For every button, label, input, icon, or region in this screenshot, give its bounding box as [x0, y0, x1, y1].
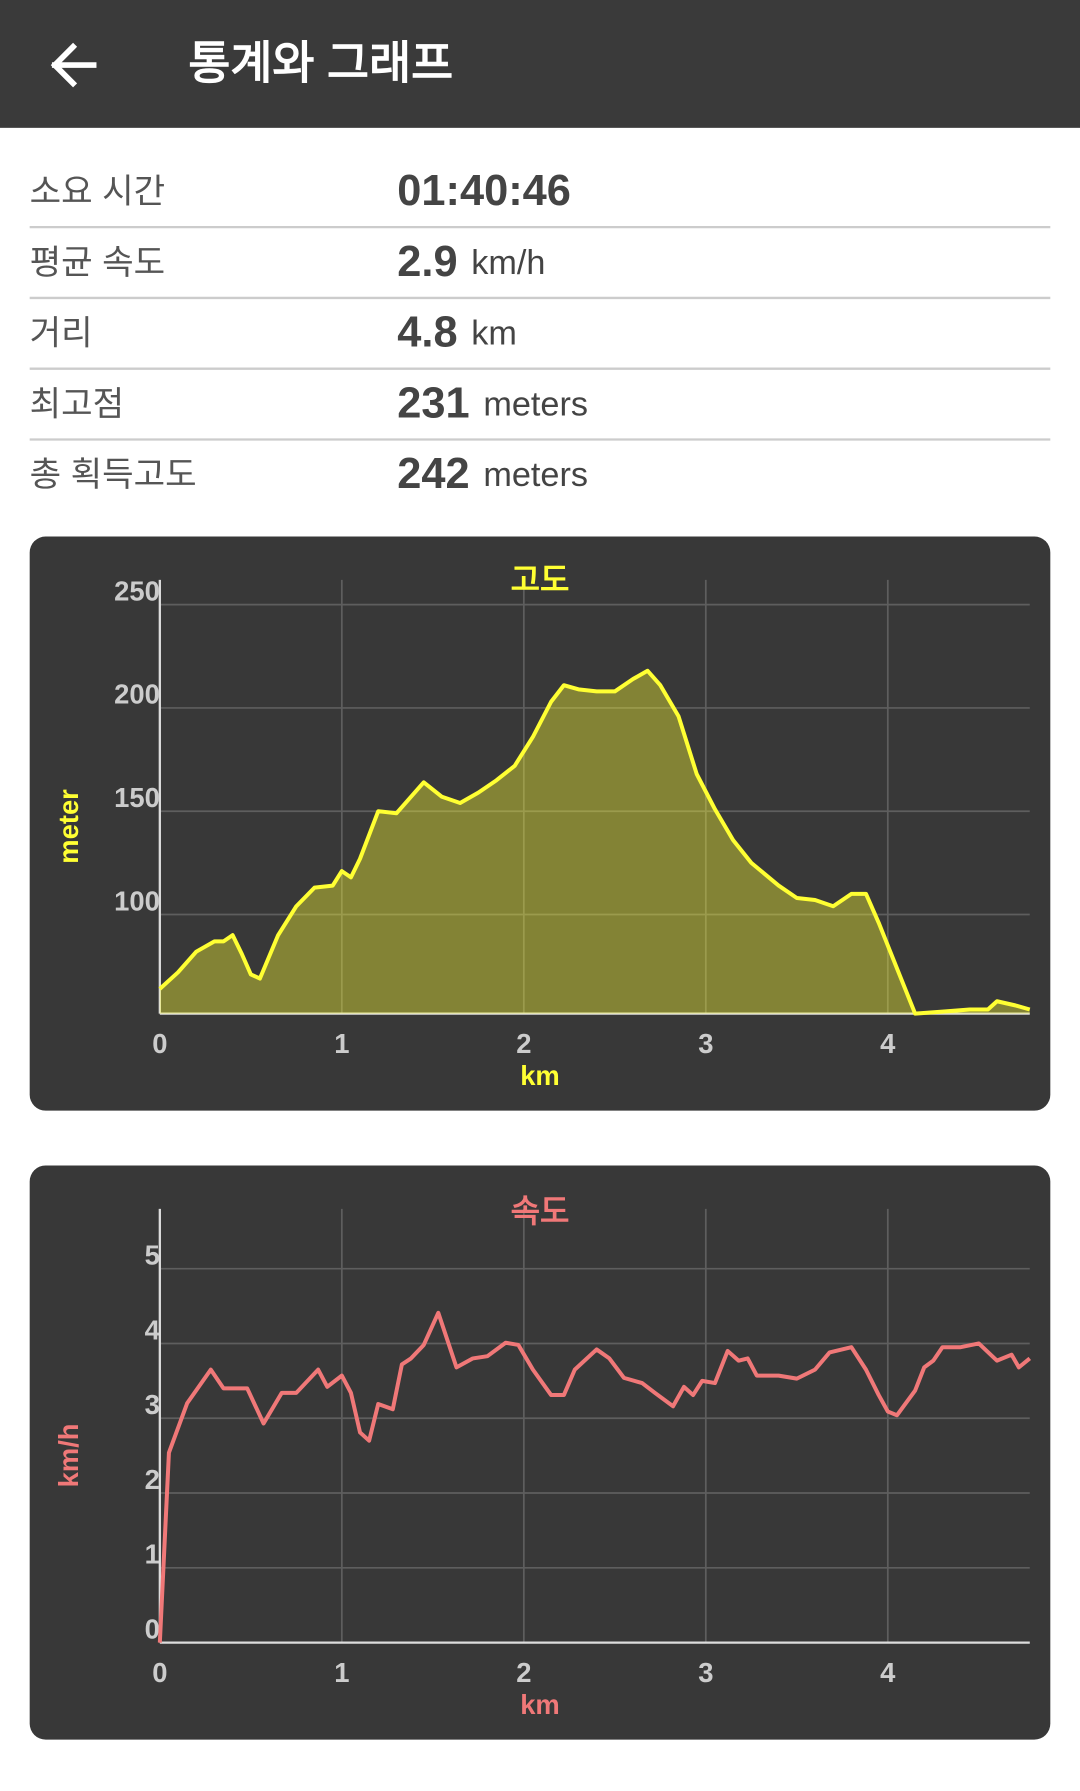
stat-number: 4.8 [397, 309, 457, 357]
chart: 100 150 200 250 0 1 2 3 4 고도 km meter [29, 536, 1051, 1111]
x-tick-label: 4 [880, 1657, 896, 1688]
chart: 0 1 2 3 4 5 0 1 2 3 4 속도 km km/h [29, 1165, 1051, 1740]
y-tick-label: 3 [145, 1389, 160, 1420]
x-axis-title: km [520, 1689, 560, 1720]
y-tick-label: 2 [145, 1464, 160, 1495]
stats-table: 소요 시간 01:40:46 평균 속도 2.9 km/h 거리 4.8 km 최고점 231 me… [30, 168, 1051, 499]
chart-panel [29, 1165, 1051, 1740]
y-tick-label: 150 [114, 782, 160, 813]
stat-number: 231 [397, 380, 469, 428]
stat-value: 01:40:46 [397, 168, 571, 216]
chart-title: 속도 [511, 1193, 570, 1229]
stat-label: 거리 [30, 315, 93, 353]
back-button[interactable] [50, 42, 97, 88]
stat-label: 소요 시간 [30, 173, 166, 211]
charts: 100 150 200 250 0 1 2 3 4 고도 km meter 0 1 2 3 4 5 0 1 2 3 4 속도 k… [29, 536, 1051, 1740]
stat-number: 2.9 [397, 238, 457, 286]
x-tick-label: 3 [698, 1028, 713, 1059]
stat-label: 평균 속도 [30, 244, 166, 282]
stat-value: 231 meters [397, 380, 588, 428]
y-tick-label: 100 [114, 885, 160, 916]
y-tick-label: 200 [114, 679, 160, 710]
x-tick-label: 3 [698, 1657, 713, 1688]
stat-label: 총 획득고도 [30, 456, 197, 494]
x-tick-label: 1 [334, 1657, 349, 1688]
y-axis-title: km/h [53, 1423, 84, 1487]
x-axis-title: km [520, 1060, 560, 1091]
x-tick-label: 1 [334, 1028, 349, 1059]
x-tick-label: 0 [152, 1657, 167, 1688]
stat-value: 2.9 km/h [397, 238, 545, 286]
x-tick-label: 0 [152, 1028, 167, 1059]
chart-title: 고도 [511, 562, 570, 598]
app-bar [0, 0, 1080, 128]
stat-label: 최고점 [30, 385, 125, 423]
data-line [157, 1310, 1032, 1643]
y-tick-label: 1 [145, 1539, 160, 1570]
stat-unit: km [471, 315, 517, 353]
chart-panel [29, 536, 1051, 1111]
data-line [158, 668, 1031, 1016]
y-tick-label: 0 [145, 1613, 160, 1644]
stat-number: 01:40:46 [397, 168, 571, 216]
y-tick-label: 4 [145, 1314, 161, 1345]
stat-number: 242 [397, 451, 469, 499]
y-axis-title: meter [53, 789, 84, 864]
stat-unit: meters [483, 385, 588, 423]
y-tick-label: 5 [145, 1239, 160, 1270]
stat-value: 242 meters [397, 451, 588, 499]
area-fill [159, 670, 1030, 1014]
y-tick-label: 250 [114, 575, 160, 606]
stat-value: 4.8 km [397, 309, 517, 357]
x-tick-label: 4 [880, 1028, 896, 1059]
stat-unit: meters [483, 456, 588, 494]
back-arrow-head [50, 42, 78, 88]
x-tick-label: 2 [516, 1028, 531, 1059]
x-tick-label: 2 [516, 1657, 531, 1688]
app-title: 통계와 그래프 [188, 37, 453, 88]
stat-unit: km/h [471, 244, 545, 282]
